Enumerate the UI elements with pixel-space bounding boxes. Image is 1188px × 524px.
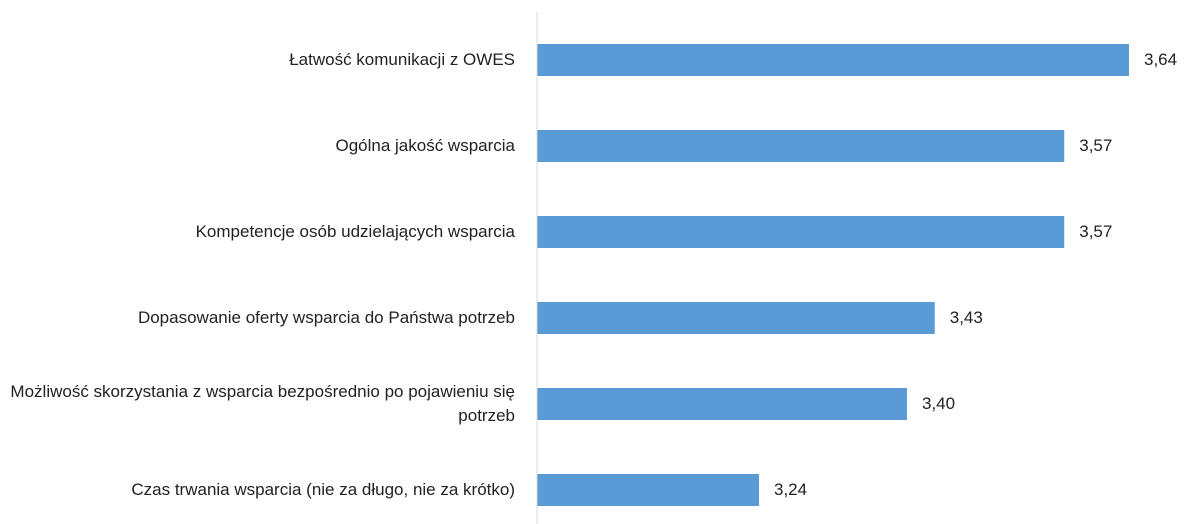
category-label: Kompetencje osób udzielających wsparcia [195,222,515,241]
category-label: Ogólna jakość wsparcia [335,136,515,155]
bar [537,130,1065,162]
bar [537,44,1129,76]
bar [537,474,759,506]
bar [537,302,935,334]
value-label: 3,64 [1144,50,1178,69]
value-label: 3,43 [949,308,983,327]
value-label: 3,57 [1079,136,1113,155]
bar [537,388,907,420]
value-label: 3,40 [922,394,956,413]
category-label: Możliwość skorzystania z wsparcia bezpoś… [10,382,515,425]
category-label: Dopasowanie oferty wsparcia do Państwa p… [137,308,515,327]
bar [537,216,1065,248]
value-label: 3,57 [1079,222,1113,241]
value-label: 3,24 [774,480,808,499]
category-label: Łatwość komunikacji z OWES [289,50,515,69]
category-label: Czas trwania wsparcia (nie za długo, nie… [131,480,515,499]
